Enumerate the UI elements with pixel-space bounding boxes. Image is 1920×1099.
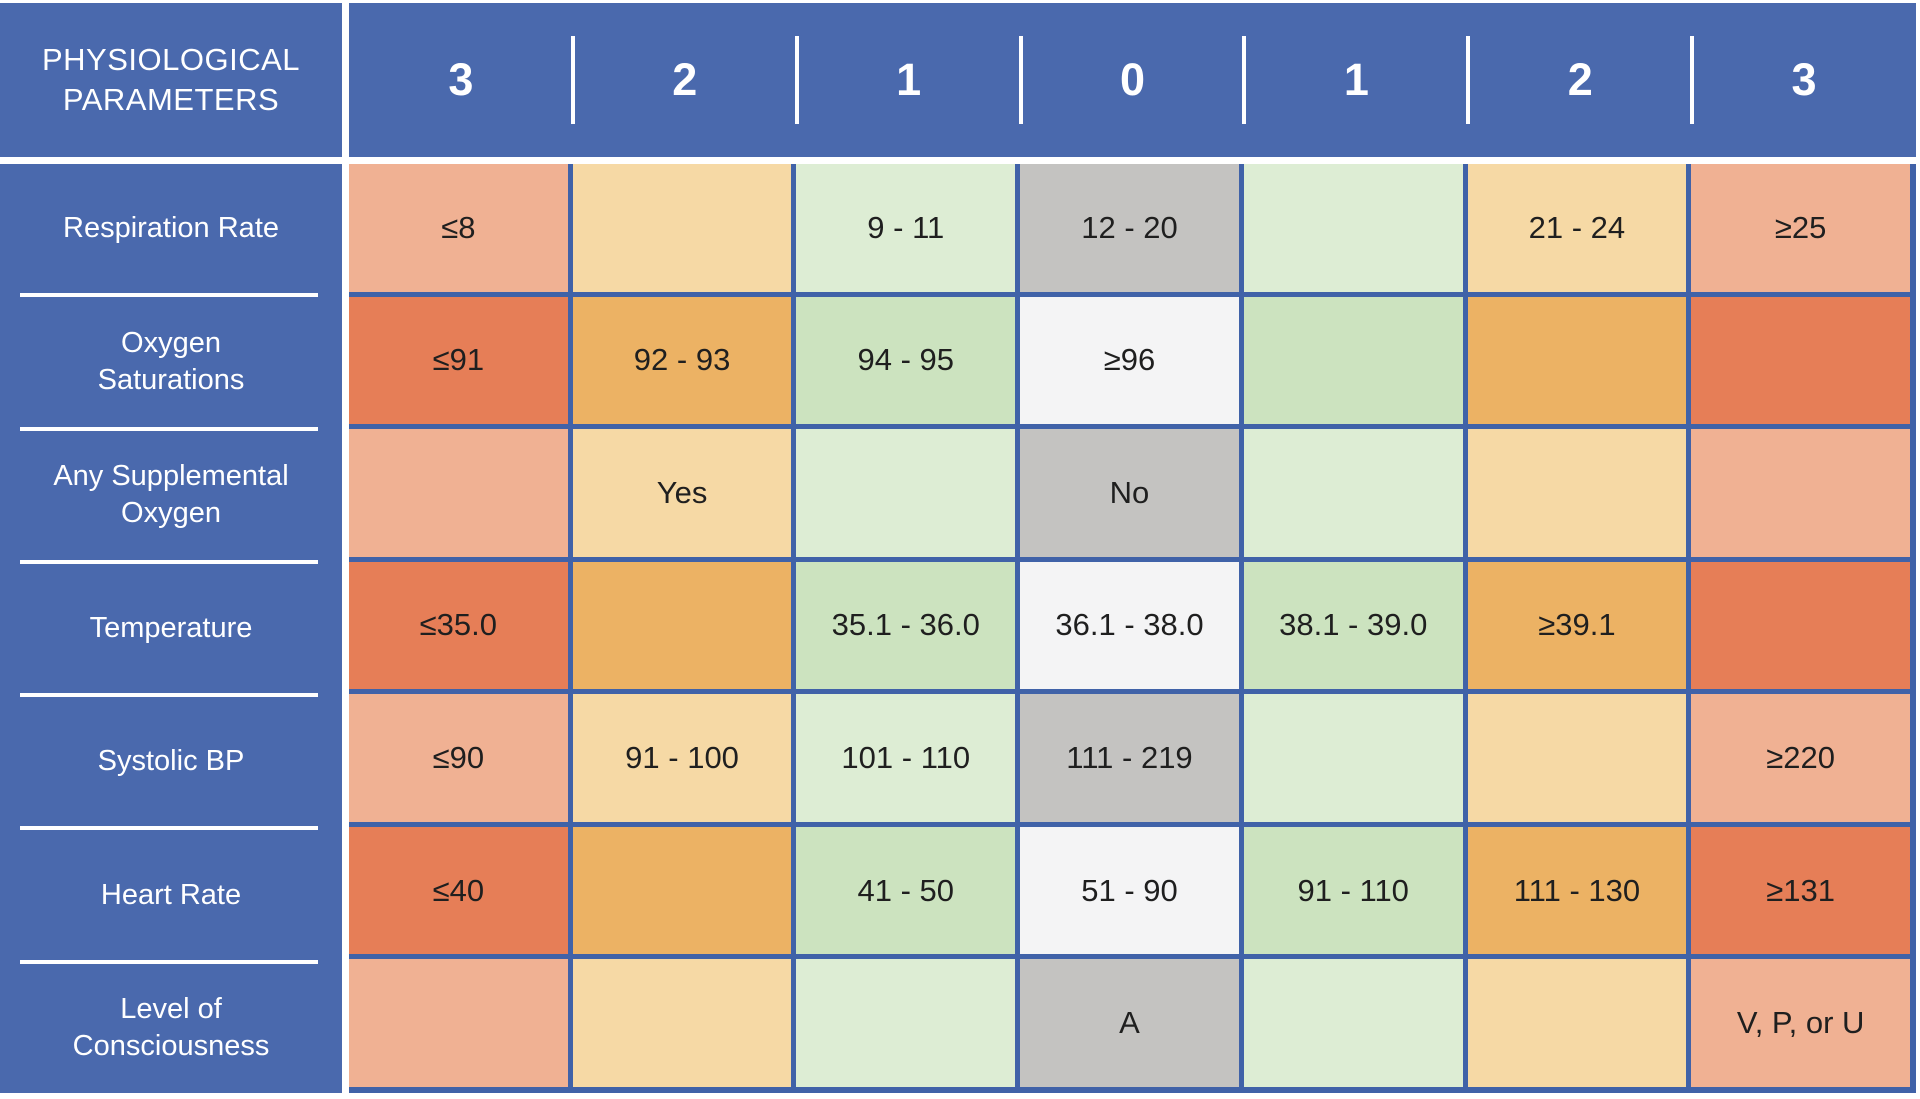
score-cell: 21 - 24 xyxy=(1467,164,1687,292)
score-cell xyxy=(796,959,1016,1087)
score-cell xyxy=(1243,429,1463,557)
score-cell: 101 - 110 xyxy=(796,694,1016,822)
parameter-label-column: Respiration Rate Oxygen Saturations Any Su… xyxy=(0,164,342,1093)
score-cell: ≤90 xyxy=(349,694,568,822)
score-cell: 92 - 93 xyxy=(572,296,792,425)
score-value: 3 xyxy=(1791,54,1817,105)
score-cell: 38.1 - 39.0 xyxy=(1243,561,1463,690)
score-cell xyxy=(572,164,792,292)
parameter-label: Systolic BP xyxy=(97,745,245,778)
parameter-label: Temperature xyxy=(89,611,253,644)
score-cell: No xyxy=(1020,429,1239,557)
parameter-label: Oxygen Saturations xyxy=(97,326,245,396)
parameter-label-row: Level of Consciousness xyxy=(0,964,342,1093)
score-cell xyxy=(1243,296,1463,425)
score-cell xyxy=(1243,694,1463,822)
score-cell: ≤91 xyxy=(349,296,568,425)
score-cell: 51 - 90 xyxy=(1020,826,1239,955)
score-cell xyxy=(1467,959,1687,1087)
score-column-header: 3 xyxy=(349,3,573,157)
score-cell xyxy=(1691,429,1910,557)
score-cell: 94 - 95 xyxy=(796,296,1016,425)
score-cell: ≤40 xyxy=(349,826,568,955)
score-cell: ≥131 xyxy=(1691,826,1910,955)
score-cell xyxy=(1691,561,1910,690)
score-column-header: 2 xyxy=(1466,3,1692,157)
score-cell xyxy=(349,959,568,1087)
parameter-label-row: Heart Rate xyxy=(0,830,342,959)
score-cell xyxy=(1243,164,1463,292)
score-cell: 91 - 110 xyxy=(1243,826,1463,955)
score-cell xyxy=(572,959,792,1087)
score-cell-grid: ≤8 9 - 11 12 - 20 21 - 24 ≥25 ≤91 92 - 93 94 - … xyxy=(349,164,1916,1093)
parameter-label-row: Systolic BP xyxy=(0,697,342,826)
score-value: 2 xyxy=(1567,54,1593,105)
score-value: 1 xyxy=(896,54,922,105)
score-cell: ≤8 xyxy=(349,164,568,292)
parameter-label-row: Any Supplemental Oxygen xyxy=(0,431,342,560)
score-cell: ≥25 xyxy=(1691,164,1910,292)
score-cell xyxy=(1691,296,1910,425)
score-cell: ≤35.0 xyxy=(349,561,568,690)
score-cell: 111 - 219 xyxy=(1020,694,1239,822)
score-cell xyxy=(796,429,1016,557)
label-row-divider xyxy=(20,559,318,564)
score-cell: Yes xyxy=(572,429,792,557)
parameter-label: Level of Consciousness xyxy=(72,993,270,1063)
score-cell xyxy=(1243,959,1463,1087)
score-cell: ≥220 xyxy=(1691,694,1910,822)
parameter-label-row: Respiration Rate xyxy=(0,164,342,293)
parameter-label: Heart Rate xyxy=(100,878,242,911)
score-column-header: 2 xyxy=(570,3,797,157)
score-value: 0 xyxy=(1119,54,1145,105)
label-row-divider xyxy=(20,426,318,431)
label-row-divider xyxy=(20,293,318,298)
score-cell: 9 - 11 xyxy=(796,164,1016,292)
score-cell: 91 - 100 xyxy=(572,694,792,822)
score-column-header: 1 xyxy=(1242,3,1468,157)
score-cell: 41 - 50 xyxy=(796,826,1016,955)
score-cell xyxy=(572,826,792,955)
score-cell: 36.1 - 38.0 xyxy=(1020,561,1239,690)
physiological-parameters-table: PHYSIOLOGICAL PARAMETERS 3 2 1 0 1 2 3 Respira… xyxy=(0,3,1916,1093)
score-cell: ≥39.1 xyxy=(1467,561,1687,690)
score-cell: 111 - 130 xyxy=(1467,826,1687,955)
score-column-header: 3 xyxy=(1690,3,1916,157)
score-cell xyxy=(1467,429,1687,557)
score-cell xyxy=(1467,296,1687,425)
score-cell: V, P, or U xyxy=(1691,959,1910,1087)
label-row-divider xyxy=(20,693,318,698)
score-cell xyxy=(1467,694,1687,822)
parameter-label-row: Temperature xyxy=(0,564,342,693)
score-column-header: 0 xyxy=(1018,3,1245,157)
score-value: 1 xyxy=(1343,54,1369,105)
label-row-divider xyxy=(20,959,318,964)
score-cell: A xyxy=(1020,959,1239,1087)
table-title: PHYSIOLOGICAL PARAMETERS xyxy=(41,42,301,117)
score-cell xyxy=(349,429,568,557)
label-row-divider xyxy=(20,826,318,831)
score-cell xyxy=(572,561,792,690)
parameter-label-row: Oxygen Saturations xyxy=(0,297,342,426)
score-header-row: 3 2 1 0 1 2 3 xyxy=(349,3,1916,157)
parameter-label: Any Supplemental Oxygen xyxy=(53,460,289,530)
score-cell: 12 - 20 xyxy=(1020,164,1239,292)
parameter-label: Respiration Rate xyxy=(63,212,279,245)
score-column-header: 1 xyxy=(794,3,1021,157)
score-value: 2 xyxy=(672,54,698,105)
table-header-cell: PHYSIOLOGICAL PARAMETERS xyxy=(0,3,342,157)
score-cell: ≥96 xyxy=(1020,296,1239,425)
score-cell: 35.1 - 36.0 xyxy=(796,561,1016,690)
score-value: 3 xyxy=(448,54,474,105)
